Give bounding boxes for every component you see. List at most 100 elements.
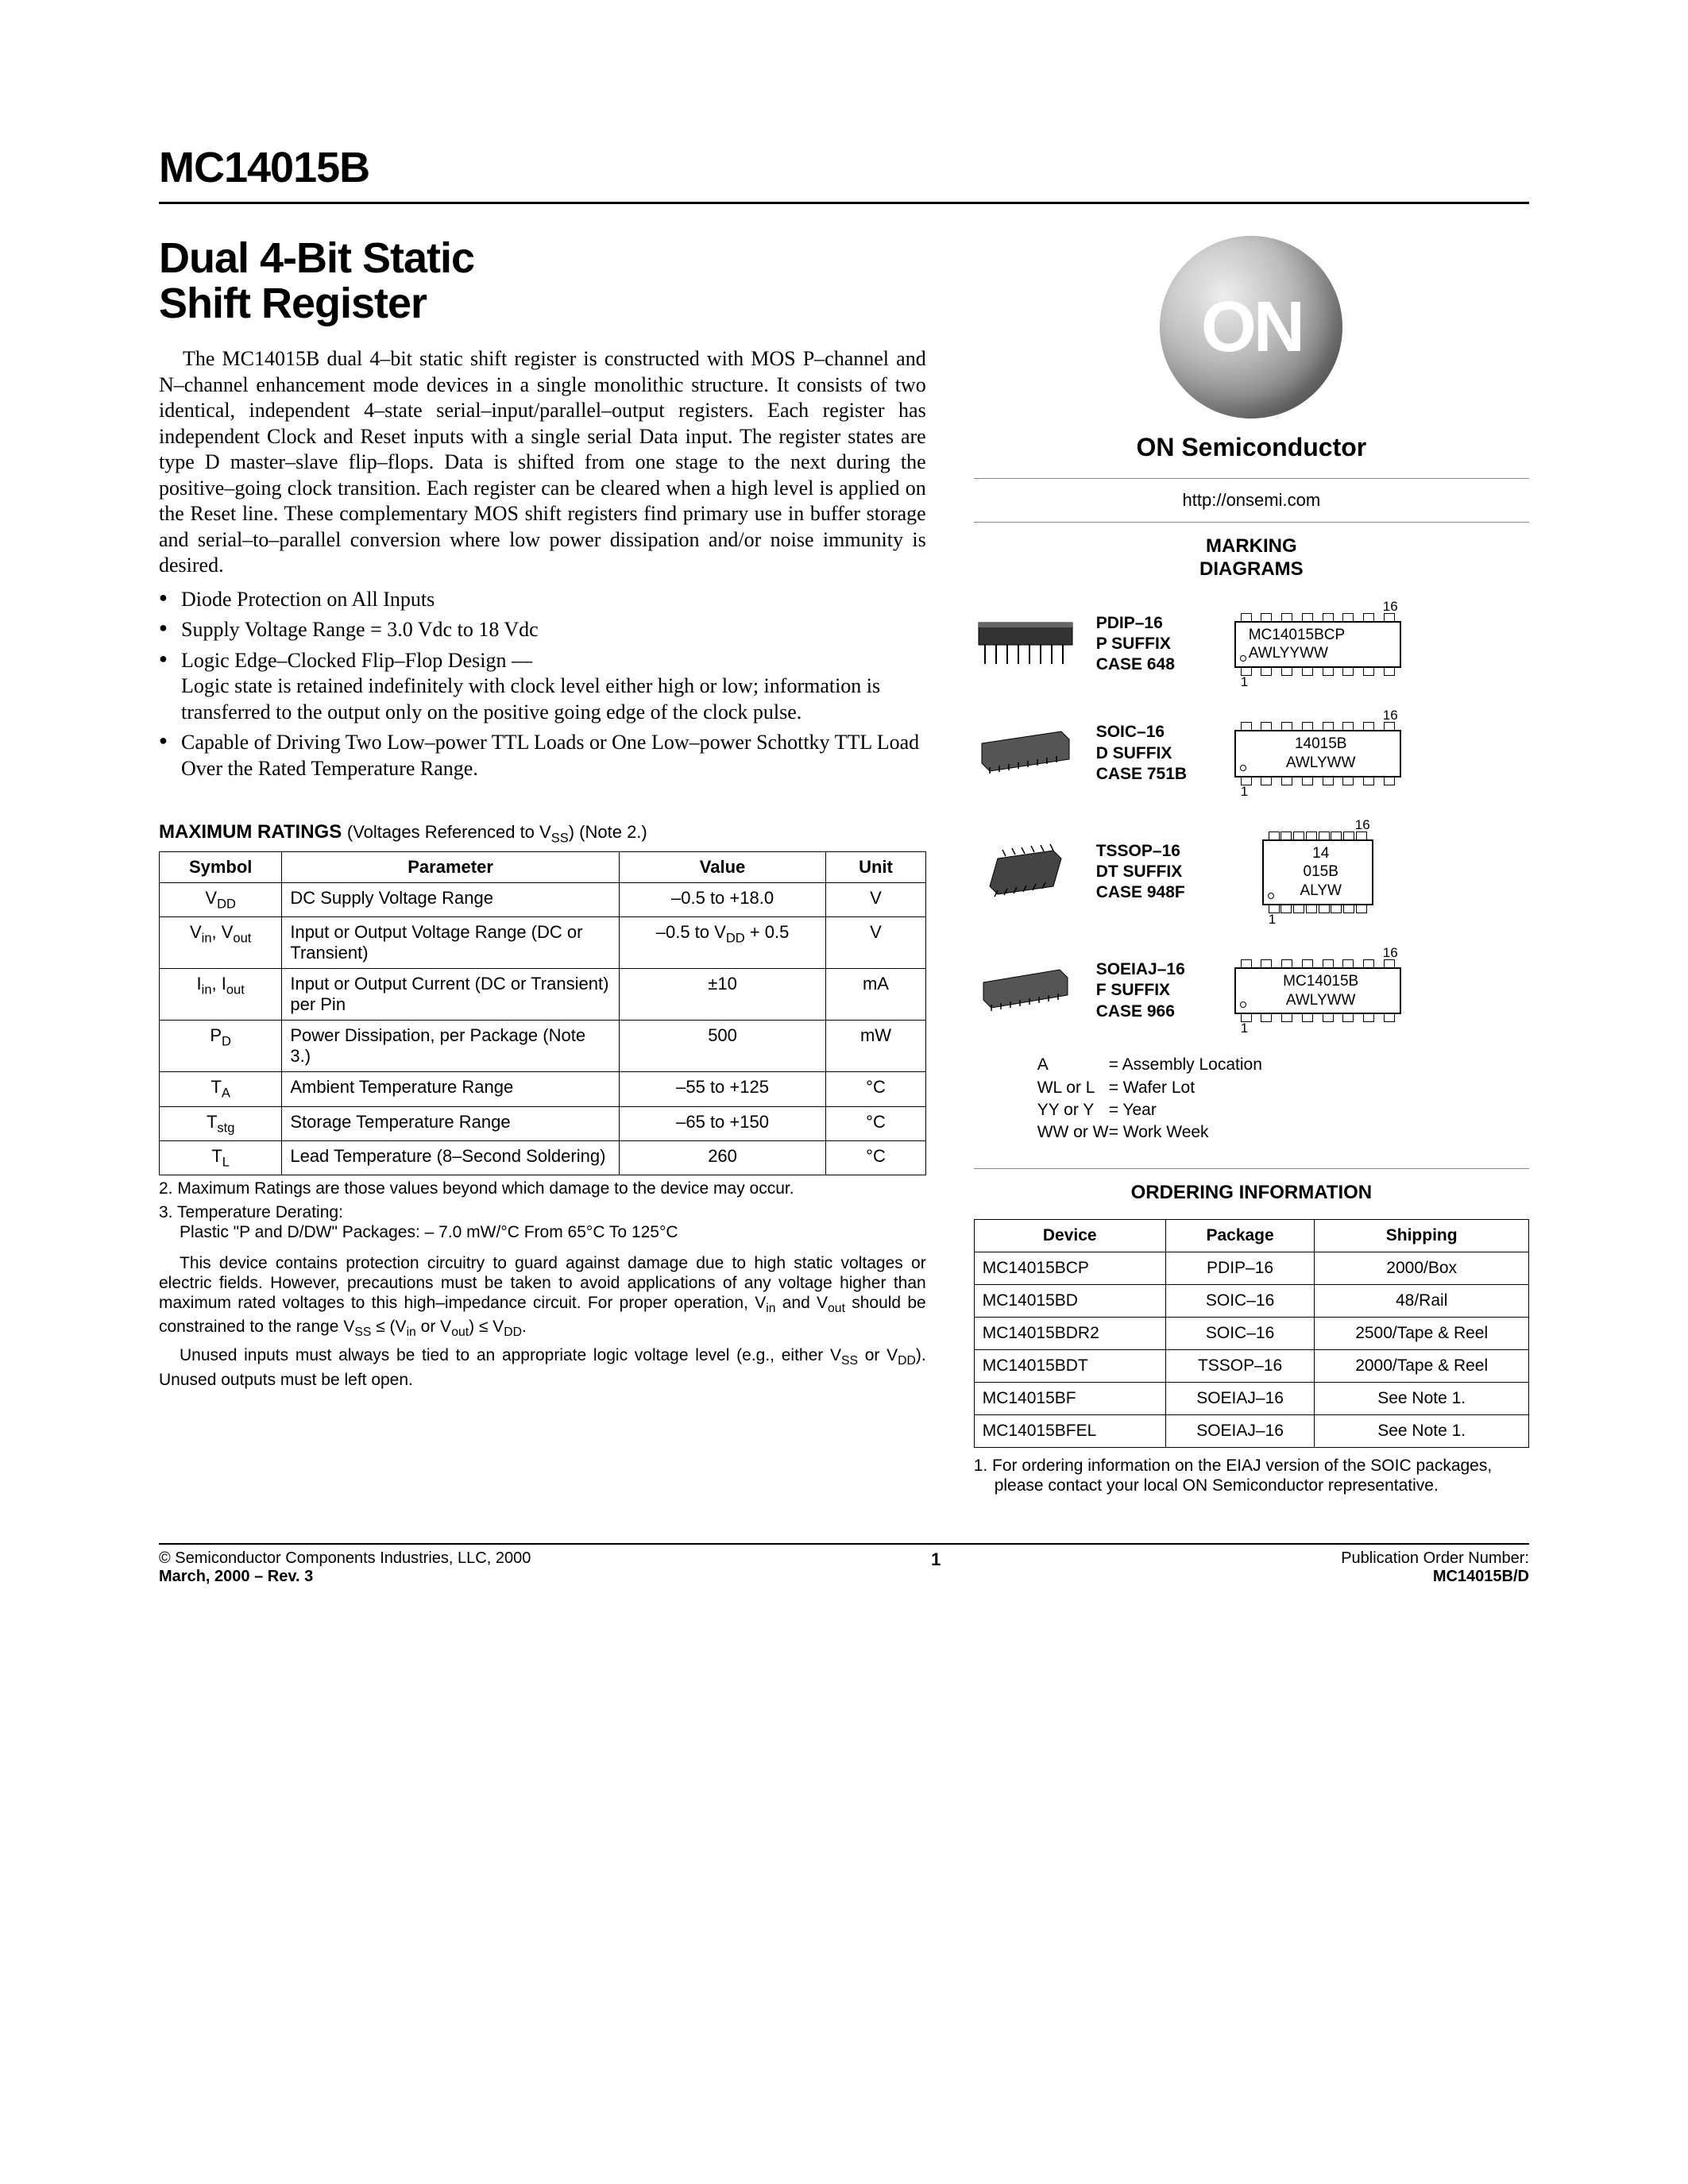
order-header-row: Device Package Shipping bbox=[974, 1219, 1528, 1252]
pkg-soeiaj: SOEIAJ–16 F SUFFIX CASE 966 16 MC14015B … bbox=[974, 945, 1529, 1037]
order-row: MC14015BFSOEIAJ–16See Note 1. bbox=[974, 1382, 1528, 1414]
brand-name: ON Semiconductor bbox=[974, 433, 1529, 462]
sym: VDD bbox=[160, 882, 282, 916]
footer-pub-number: MC14015B/D bbox=[1341, 1568, 1529, 1586]
note-3: 3. Temperature Derating: Plastic "P and … bbox=[159, 1202, 926, 1242]
features-list: Diode Protection on All Inputs Supply Vo… bbox=[159, 587, 926, 782]
brand-url[interactable]: http://onsemi.com bbox=[974, 490, 1529, 511]
soeiaj-label: SOEIAJ–16 F SUFFIX CASE 966 bbox=[1096, 959, 1215, 1022]
unit: V bbox=[826, 882, 925, 916]
val: 500 bbox=[619, 1021, 825, 1072]
val: 260 bbox=[619, 1140, 825, 1175]
feature-4: Capable of Driving Two Low–power TTL Loa… bbox=[159, 730, 926, 781]
param: Ambient Temperature Range bbox=[282, 1072, 619, 1106]
footer-page: 1 bbox=[931, 1549, 941, 1586]
val: –55 to +125 bbox=[619, 1072, 825, 1106]
unit: °C bbox=[826, 1072, 925, 1106]
ratings-row-tl: TL Lead Temperature (8–Second Soldering)… bbox=[160, 1140, 926, 1175]
pkg-pdip: PDIP–16 P SUFFIX CASE 648 16 MC14015BCP … bbox=[974, 599, 1529, 691]
tssop-chip-icon bbox=[974, 843, 1077, 902]
val: ±10 bbox=[619, 969, 825, 1021]
pin1-dot-icon bbox=[1240, 765, 1246, 771]
ratings-header-row: Symbol Parameter Value Unit bbox=[160, 851, 926, 882]
rule-top bbox=[159, 202, 1529, 204]
unit: °C bbox=[826, 1140, 925, 1175]
description-para: The MC14015B dual 4–bit static shift reg… bbox=[159, 346, 926, 579]
val: –0.5 to VDD + 0.5 bbox=[619, 917, 825, 969]
page: MC14015B Dual 4-Bit Static Shift Registe… bbox=[159, 143, 1529, 1586]
ratings-heading-main: MAXIMUM RATINGS bbox=[159, 821, 342, 843]
feature-1: Diode Protection on All Inputs bbox=[159, 587, 926, 613]
feature-3-body: Logic state is retained indefinitely wit… bbox=[181, 673, 926, 725]
pin1-dot-icon bbox=[1268, 893, 1274, 899]
soeiaj-chip-icon bbox=[974, 965, 1077, 1017]
col-parameter: Parameter bbox=[282, 851, 619, 882]
right-column: ON ON Semiconductor http://onsemi.com MA… bbox=[974, 236, 1529, 1495]
pkg-soic: SOIC–16 D SUFFIX CASE 751B 16 14015B AWL… bbox=[974, 708, 1529, 800]
val: –65 to +150 bbox=[619, 1106, 825, 1140]
sym: Vin, Vout bbox=[160, 917, 282, 969]
val: –0.5 to +18.0 bbox=[619, 882, 825, 916]
description: The MC14015B dual 4–bit static shift reg… bbox=[159, 346, 926, 579]
ratings-heading-sub: (Voltages Referenced to VSS) (Note 2.) bbox=[347, 822, 647, 842]
unit: mA bbox=[826, 969, 925, 1021]
param: Storage Temperature Range bbox=[282, 1106, 619, 1140]
part-number: MC14015B bbox=[159, 143, 1529, 192]
rule-brand bbox=[974, 478, 1529, 479]
unit: V bbox=[826, 917, 925, 969]
footer-copyright: © Semiconductor Components Industries, L… bbox=[159, 1549, 531, 1568]
col-value: Value bbox=[619, 851, 825, 882]
footer-pub-label: Publication Order Number: bbox=[1341, 1549, 1529, 1568]
rule-footer bbox=[159, 1543, 1529, 1545]
unit: mW bbox=[826, 1021, 925, 1072]
param: Lead Temperature (8–Second Soldering) bbox=[282, 1140, 619, 1175]
order-row: MC14015BFELSOEIAJ–16See Note 1. bbox=[974, 1414, 1528, 1447]
feature-3-head: Logic Edge–Clocked Flip–Flop Design — bbox=[181, 649, 532, 672]
col-unit: Unit bbox=[826, 851, 925, 882]
col-symbol: Symbol bbox=[160, 851, 282, 882]
ratings-table: Symbol Parameter Value Unit VDD DC Suppl… bbox=[159, 851, 926, 1176]
param: DC Supply Voltage Range bbox=[282, 882, 619, 916]
order-row: MC14015BDR2SOIC–162500/Tape & Reel bbox=[974, 1317, 1528, 1349]
protection-p2: Unused inputs must always be tied to an … bbox=[159, 1345, 926, 1389]
protection-p1: This device contains protection circuitr… bbox=[159, 1253, 926, 1341]
title-line-2: Shift Register bbox=[159, 280, 427, 327]
note-2: 2. Maximum Ratings are those values beyo… bbox=[159, 1179, 926, 1198]
pkg-tssop: TSSOP–16 DT SUFFIX CASE 948F 16 14 015B … bbox=[974, 817, 1529, 928]
sym: PD bbox=[160, 1021, 282, 1072]
col-device: Device bbox=[974, 1219, 1165, 1252]
order-row: MC14015BCPPDIP–162000/Box bbox=[974, 1252, 1528, 1284]
soic-marking: 16 14015B AWLYWW 1 bbox=[1234, 708, 1401, 800]
sym: TL bbox=[160, 1140, 282, 1175]
order-row: MC14015BDTTSSOP–162000/Tape & Reel bbox=[974, 1349, 1528, 1382]
rule-url bbox=[974, 522, 1529, 523]
footer-date: March, 2000 – Rev. 3 bbox=[159, 1568, 531, 1586]
soic-chip-icon bbox=[974, 727, 1077, 779]
param: Power Dissipation, per Package (Note 3.) bbox=[282, 1021, 619, 1072]
pin1-dot-icon bbox=[1240, 655, 1246, 662]
tssop-marking: 16 14 015B ALYW 1 bbox=[1262, 817, 1373, 928]
pdip-chip-icon bbox=[974, 615, 1077, 674]
order-heading: ORDERING INFORMATION bbox=[974, 1182, 1529, 1205]
order-row: MC14015BDSOIC–1648/Rail bbox=[974, 1284, 1528, 1317]
col-shipping: Shipping bbox=[1315, 1219, 1529, 1252]
soic-label: SOIC–16 D SUFFIX CASE 751B bbox=[1096, 722, 1215, 785]
ratings-row-ta: TA Ambient Temperature Range –55 to +125… bbox=[160, 1072, 926, 1106]
ratings-heading: MAXIMUM RATINGS (Voltages Referenced to … bbox=[159, 821, 926, 846]
order-note-1: 1. For ordering information on the EIAJ … bbox=[974, 1456, 1529, 1495]
feature-3: Logic Edge–Clocked Flip–Flop Design — Lo… bbox=[159, 648, 926, 726]
footer-right: Publication Order Number: MC14015B/D bbox=[1341, 1549, 1529, 1586]
protection-text: This device contains protection circuitr… bbox=[159, 1253, 926, 1390]
title-line-1: Dual 4-Bit Static bbox=[159, 234, 474, 282]
ratings-row-vdd: VDD DC Supply Voltage Range –0.5 to +18.… bbox=[160, 882, 926, 916]
two-column-layout: Dual 4-Bit Static Shift Register The MC1… bbox=[159, 236, 1529, 1495]
pdip-marking: 16 MC14015BCP AWLYYWW 1 bbox=[1234, 599, 1401, 691]
sym: TA bbox=[160, 1072, 282, 1106]
feature-2: Supply Voltage Range = 3.0 Vdc to 18 Vdc bbox=[159, 617, 926, 643]
footer-left: © Semiconductor Components Industries, L… bbox=[159, 1549, 531, 1586]
ratings-row-tstg: Tstg Storage Temperature Range –65 to +1… bbox=[160, 1106, 926, 1140]
marking-heading: MARKING DIAGRAMS bbox=[974, 535, 1529, 581]
sym: Tstg bbox=[160, 1106, 282, 1140]
soeiaj-marking: 16 MC14015B AWLYWW 1 bbox=[1234, 945, 1401, 1037]
tssop-label: TSSOP–16 DT SUFFIX CASE 948F bbox=[1096, 841, 1215, 904]
